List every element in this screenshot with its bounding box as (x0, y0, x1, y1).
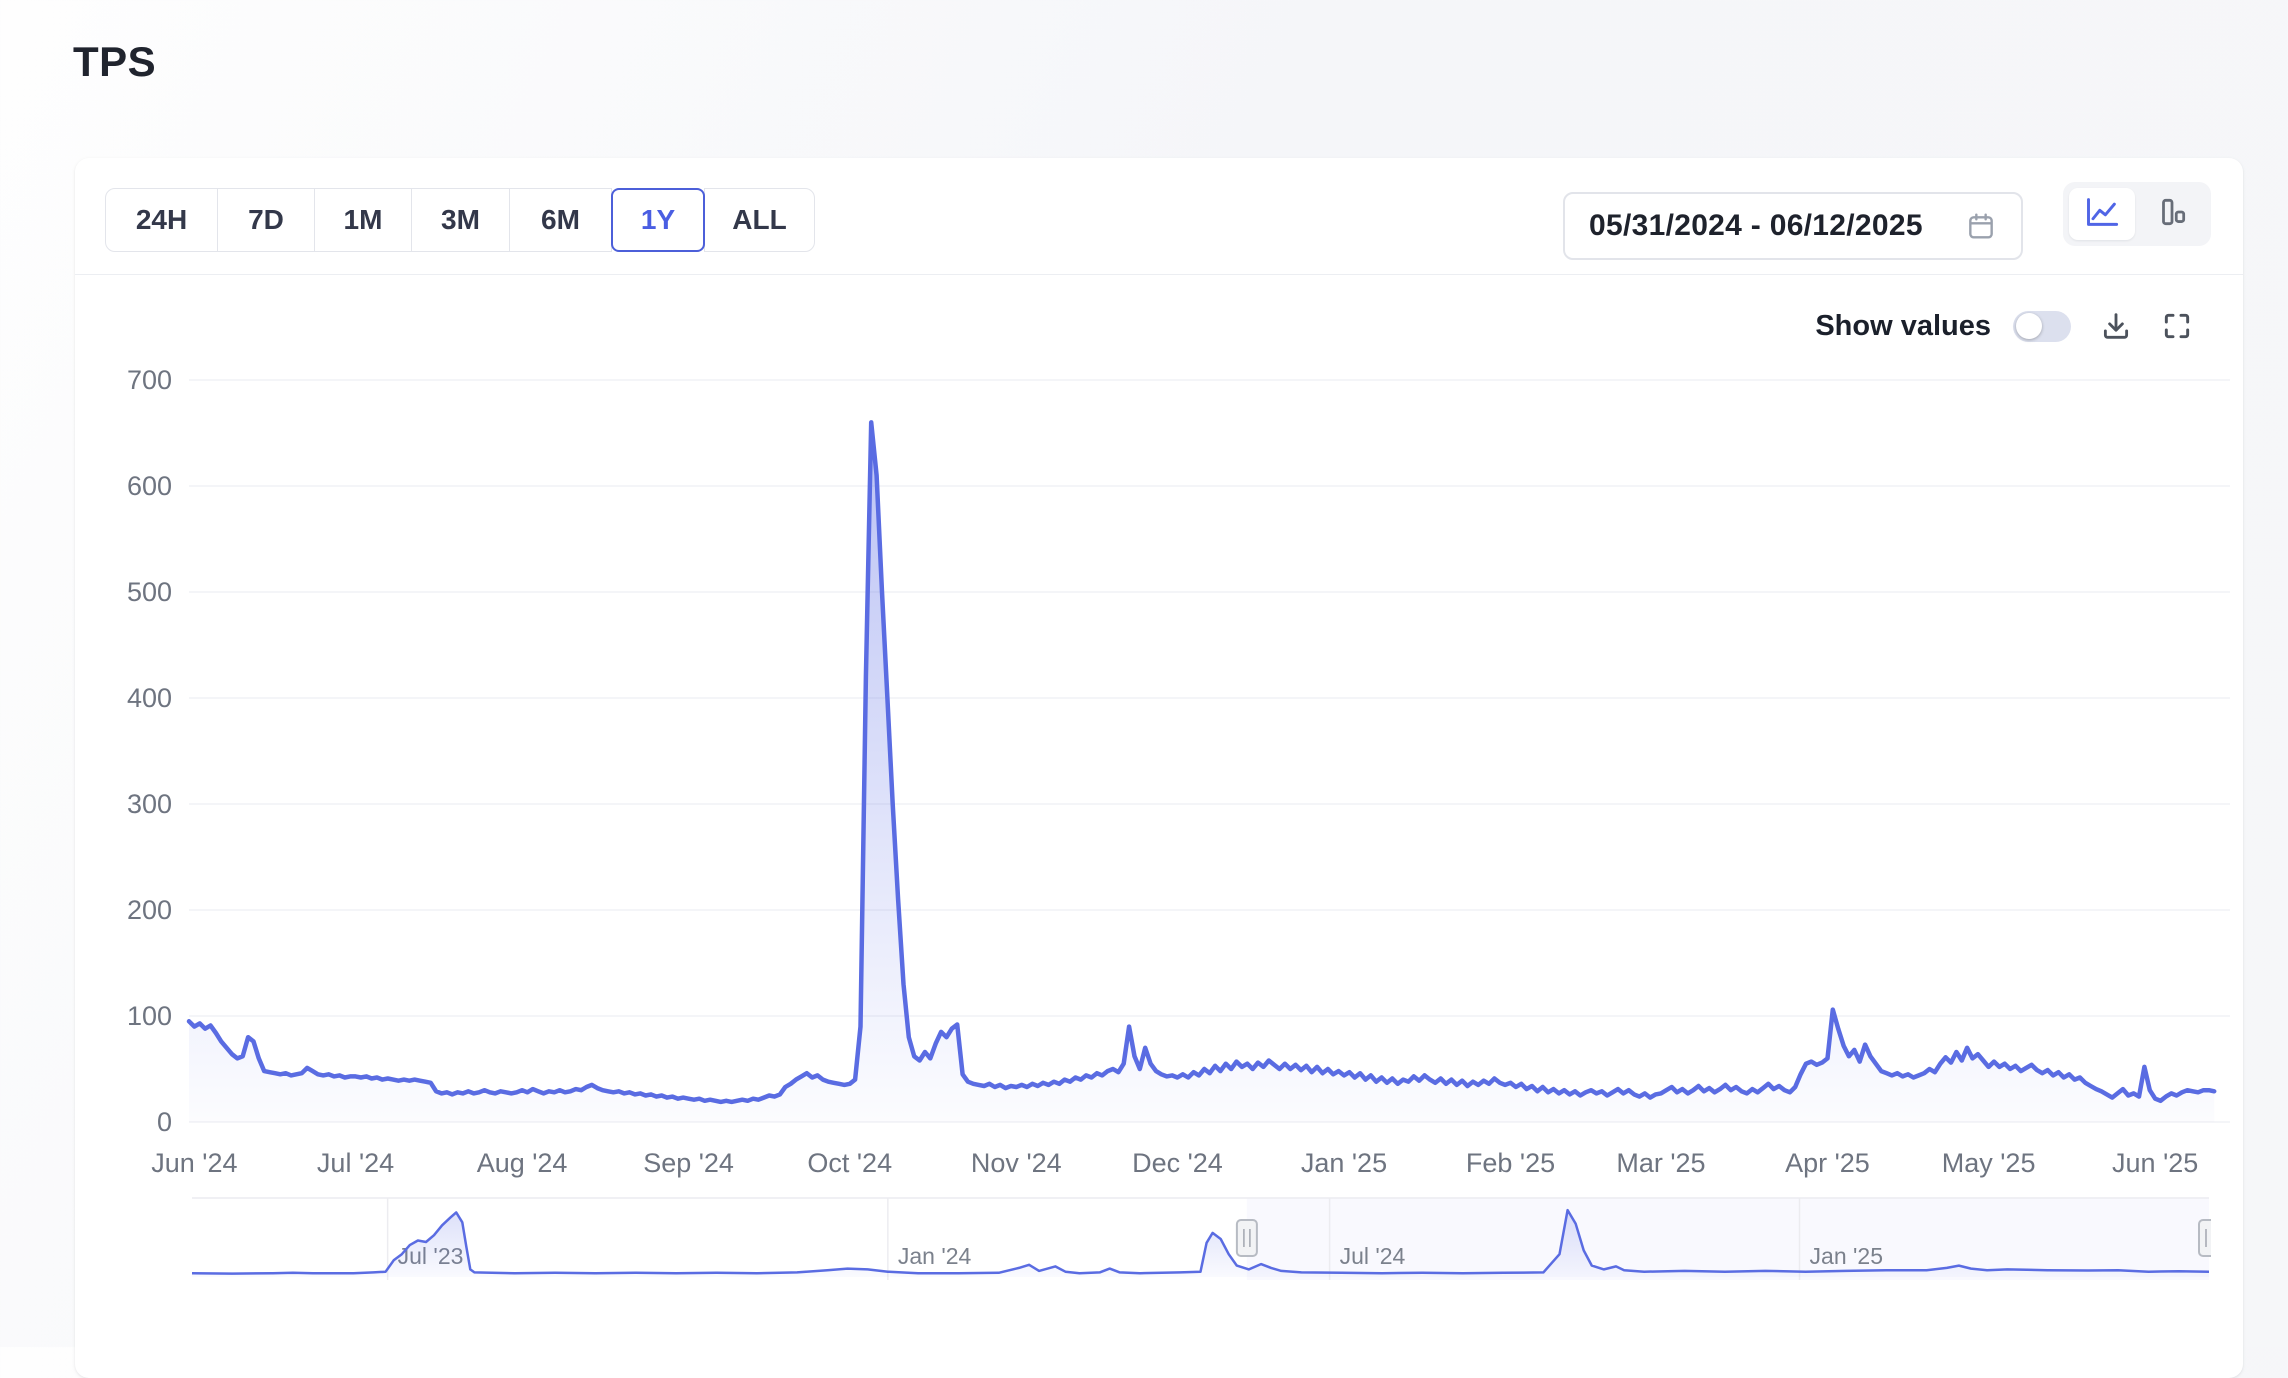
line-chart-toggle-button[interactable] (2069, 188, 2135, 240)
chart-card: 24H 7D 1M 3M 6M 1Y ALL 05/31/2024 - 06/1… (75, 158, 2243, 1378)
y-tick-label: 200 (127, 895, 172, 925)
time-range-1m[interactable]: 1M (314, 188, 412, 252)
line-chart-icon (2084, 196, 2120, 233)
nav-tick-label: Jan '24 (898, 1243, 972, 1269)
chart-toolbar: Show values (1815, 304, 2193, 348)
x-tick-label: Jun '24 (151, 1148, 237, 1178)
x-tick-label: Apr '25 (1785, 1148, 1870, 1178)
fullscreen-button[interactable] (2161, 310, 2193, 342)
x-tick-label: Dec '24 (1132, 1148, 1223, 1178)
y-tick-label: 700 (127, 365, 172, 395)
nav-handle-left[interactable] (1235, 1219, 1258, 1257)
y-tick-label: 500 (127, 577, 172, 607)
date-range-value: 05/31/2024 - 06/12/2025 (1589, 209, 1923, 242)
page-title: TPS (73, 38, 157, 85)
column-chart-icon (2155, 196, 2189, 233)
y-tick-label: 100 (127, 1001, 172, 1031)
y-tick-label: 0 (157, 1107, 172, 1137)
nav-handle-right[interactable] (2198, 1219, 2219, 1257)
nav-line (191, 1208, 2210, 1275)
x-tick-label: Mar '25 (1616, 1148, 1705, 1178)
x-tick-label: Sep '24 (643, 1148, 734, 1178)
time-range-group: 24H 7D 1M 3M 6M 1Y ALL (105, 188, 815, 252)
x-tick-label: Nov '24 (971, 1148, 1062, 1178)
nav-tick-label: Jul '24 (1340, 1243, 1406, 1269)
y-tick-label: 300 (127, 789, 172, 819)
time-range-all[interactable]: ALL (704, 188, 815, 252)
x-tick-label: Aug '24 (477, 1148, 568, 1178)
x-tick-label: May '25 (1942, 1148, 2036, 1178)
tps-area (189, 422, 2215, 1122)
x-tick-label: Jan '25 (1301, 1148, 1387, 1178)
x-tick-label: Feb '25 (1466, 1148, 1555, 1178)
toggle-knob (2016, 313, 2042, 339)
x-tick-label: Jul '24 (317, 1148, 394, 1178)
show-values-label: Show values (1815, 309, 1991, 342)
date-range-picker[interactable]: 05/31/2024 - 06/12/2025 (1563, 192, 2023, 260)
time-range-7d[interactable]: 7D (217, 188, 315, 252)
page: { "page": { "title": "TPS" }, "time_rang… (0, 0, 2288, 1347)
header-divider (75, 274, 2243, 275)
nav-selection[interactable] (1246, 1198, 2209, 1280)
x-tick-label: Oct '24 (807, 1148, 892, 1178)
download-button[interactable] (2099, 309, 2133, 343)
time-range-24h[interactable]: 24H (105, 188, 218, 252)
y-tick-label: 400 (127, 683, 172, 713)
column-chart-toggle-button[interactable] (2139, 188, 2205, 240)
chart-type-toggle (2063, 182, 2211, 246)
tps-chart[interactable]: 0 100 200 300 400 500 600 700 Jun '24 Jul '24 Aug … (75, 158, 2243, 1378)
calendar-icon (1965, 210, 1997, 242)
y-tick-label: 600 (127, 471, 172, 501)
x-tick-label: Jun '25 (2112, 1148, 2198, 1178)
nav-tick-label: Jan '25 (1810, 1243, 1883, 1269)
time-range-6m[interactable]: 6M (509, 188, 612, 252)
time-range-3m[interactable]: 3M (411, 188, 510, 252)
show-values-toggle[interactable] (2013, 310, 2071, 342)
tps-line (186, 420, 2217, 1105)
time-range-1y[interactable]: 1Y (611, 188, 705, 252)
